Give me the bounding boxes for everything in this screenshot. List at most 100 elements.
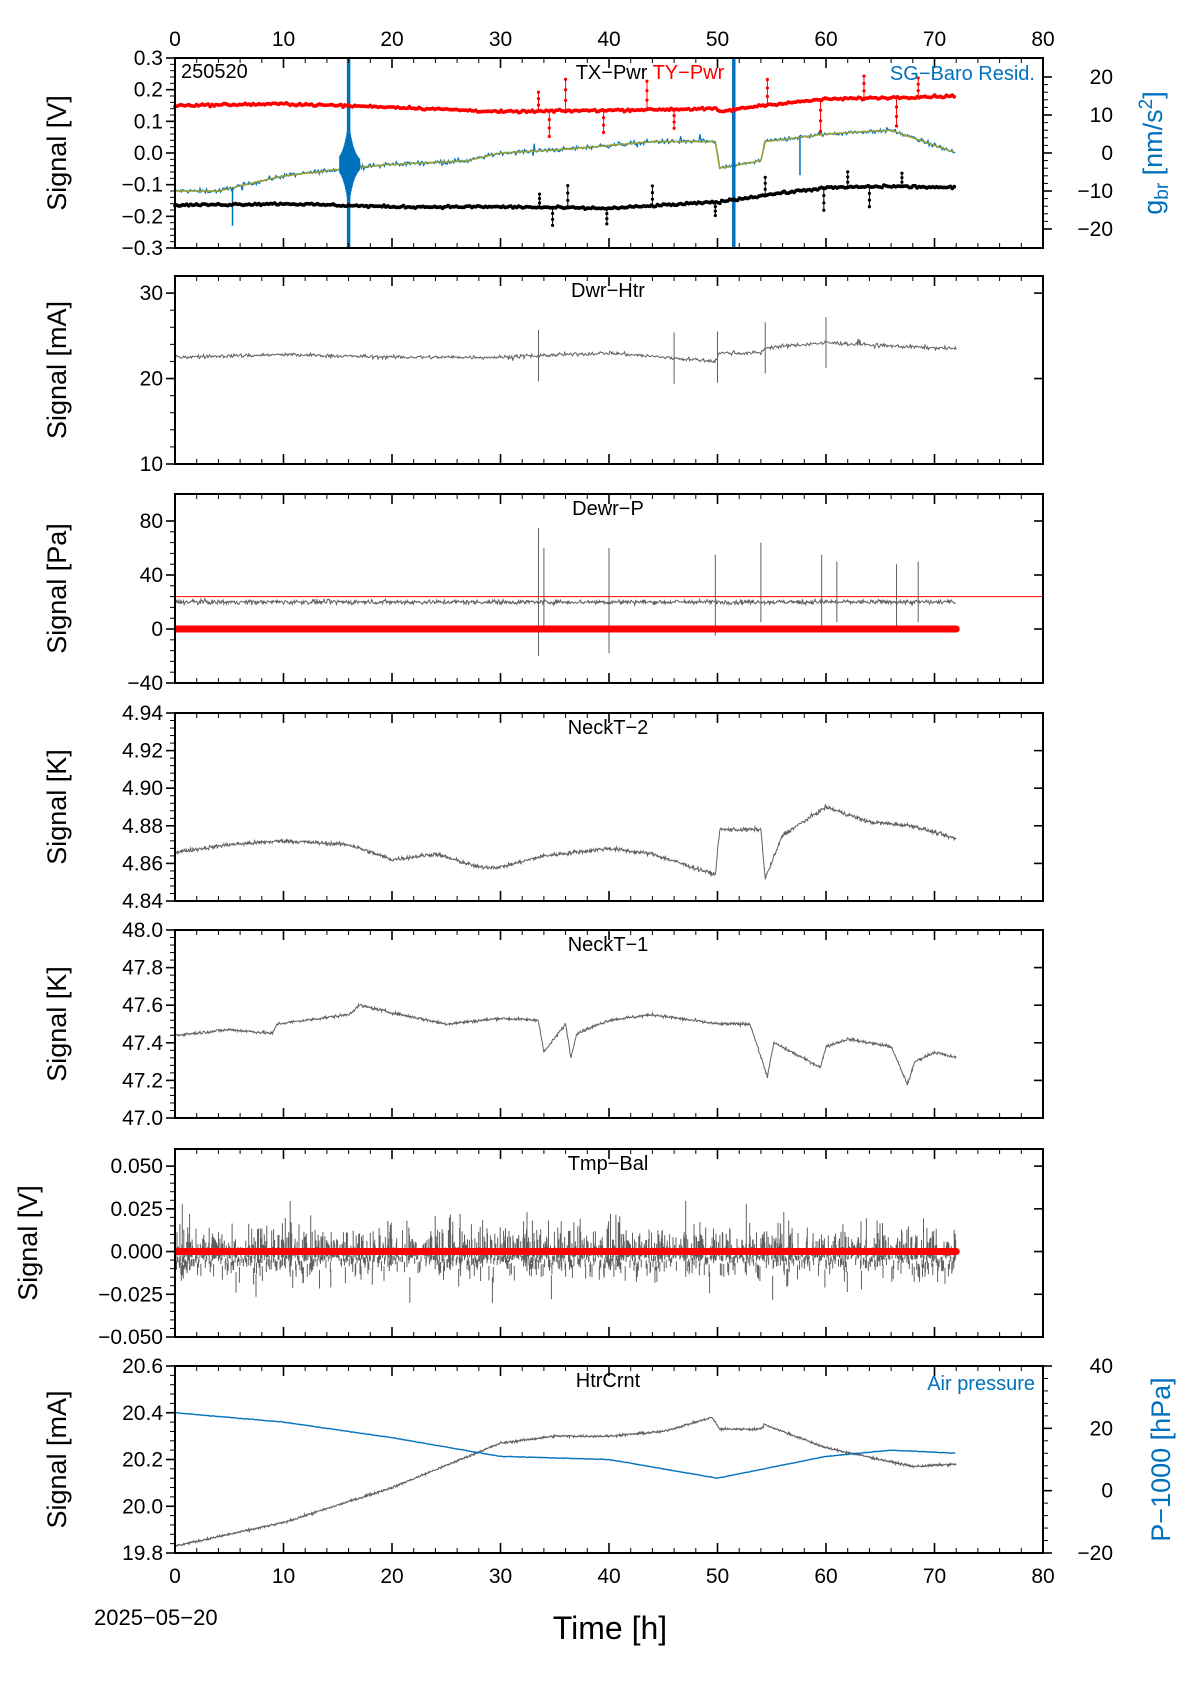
ty-pwr-point — [536, 97, 541, 101]
tx-pwr-point — [713, 200, 717, 204]
tx-pwr-point — [566, 191, 570, 195]
dewr-p-line — [175, 597, 956, 608]
tx-pwr-point — [566, 206, 570, 210]
y-tick-label: 47.8 — [122, 957, 163, 980]
y2-tick-label: 20 — [1090, 1417, 1113, 1440]
ty-pwr-point — [765, 94, 770, 99]
tx-pwr-point — [650, 204, 655, 208]
ty-pwr-point — [601, 108, 606, 112]
tx-pwr-point — [822, 186, 826, 190]
panel-p2-plot-area — [175, 317, 957, 384]
ty-pwr-point — [952, 94, 957, 99]
y-tick-label: 0.0 — [134, 142, 163, 165]
ty-pwr-point — [564, 88, 568, 92]
y-tick-label: 0.000 — [110, 1241, 163, 1264]
air-pressure-line — [175, 1411, 956, 1480]
tx-pwr-point — [718, 201, 722, 206]
ty-pwr-point — [818, 98, 823, 102]
tx-pwr-point — [550, 211, 555, 216]
y-tick-label: 0.3 — [134, 47, 163, 70]
ty-pwr-point — [601, 116, 606, 120]
x-tick-label-bottom: 70 — [923, 1565, 946, 1588]
panel-p7-plot-area — [175, 1411, 957, 1547]
htr-crnt-line — [175, 1416, 957, 1547]
panel-p7-right-title: Air pressure — [927, 1373, 1035, 1395]
x-tick-label-bottom: 50 — [706, 1565, 729, 1588]
y-tick-label: 4.94 — [122, 702, 163, 725]
y-tick-label: 47.4 — [122, 1032, 163, 1055]
dwr-htr-line — [175, 338, 957, 364]
ty-pwr-point — [862, 81, 866, 86]
ty-pwr-point — [672, 126, 676, 130]
y2-tick-label: 40 — [1090, 1355, 1113, 1378]
tx-pwr-point — [605, 217, 609, 221]
ty-pwr-title: TY−Pwr — [653, 62, 725, 84]
y-tick-label: 10 — [140, 453, 163, 476]
ty-pwr-point — [916, 95, 920, 99]
ty-pwr-point — [894, 105, 899, 109]
panel-p5-frame — [174, 929, 1044, 1119]
tx-pwr-point — [900, 180, 904, 184]
ty-pwr-point — [765, 103, 770, 107]
y-tick-label: 20 — [140, 368, 163, 391]
text-layer: −0.3−0.2−0.10.00.10.20.3−20−1001020Signa… — [13, 28, 1176, 1646]
x-axis-label: Time [h] — [553, 1610, 667, 1646]
tx-pwr-point — [846, 175, 850, 179]
x-tick-label-top: 80 — [1031, 28, 1054, 51]
panel-p7-y2label: P−1000 [hPa] — [1146, 1377, 1176, 1541]
x-tick-label-bottom: 0 — [169, 1565, 181, 1588]
ty-pwr-point — [564, 77, 568, 81]
panel-p5-ylabel: Signal [K] — [42, 966, 72, 1082]
tx-pwr-point — [900, 176, 904, 180]
ty-pwr-point — [894, 114, 899, 119]
ty-pwr-point — [818, 129, 823, 133]
ty-pwr-point — [862, 74, 866, 78]
data-layer — [173, 58, 1043, 1547]
tx-pwr-point — [822, 201, 826, 205]
ty-pwr-point — [672, 107, 676, 111]
panel-p1-frame — [174, 57, 1044, 249]
neckt2-line — [175, 804, 957, 881]
y-tick-label: 20.6 — [122, 1355, 163, 1378]
y-tick-label: 40 — [140, 564, 163, 587]
y-tick-label: 20.2 — [122, 1449, 163, 1472]
panel-p6-title: Tmp−Bal — [568, 1153, 649, 1175]
ty-pwr-point — [645, 108, 649, 112]
tx-pwr-point — [900, 171, 904, 175]
panel-p1-tag: 250520 — [181, 61, 248, 83]
tx-pwr-point — [867, 185, 872, 189]
ty-pwr-point — [564, 109, 568, 113]
panel-p3-plot-area — [175, 527, 1043, 656]
y2label-part: ] — [1138, 91, 1168, 99]
x-tick-label-top: 70 — [923, 28, 946, 51]
y-tick-label: −0.1 — [122, 174, 163, 197]
ty-pwr-point — [672, 120, 676, 124]
panel-p3-title: Dewr−P — [572, 498, 644, 520]
x-tick-label-bottom: 10 — [272, 1565, 295, 1588]
ty-pwr-point — [862, 96, 866, 100]
tx-pwr-point — [605, 206, 609, 210]
y-tick-label: 4.86 — [122, 852, 163, 875]
tx-pwr-point — [822, 193, 826, 198]
x-tick-label-top: 10 — [272, 28, 295, 51]
y-tick-label: 47.6 — [122, 994, 163, 1017]
y2-tick-label: 10 — [1090, 104, 1113, 127]
x-tick-label-top: 60 — [814, 28, 837, 51]
tx-pwr-point — [763, 181, 767, 185]
tx-pwr-point — [566, 184, 570, 188]
tx-pwr-point — [537, 205, 542, 210]
ty-pwr-point — [601, 130, 606, 135]
y-tick-label: 20.0 — [122, 1495, 163, 1518]
y-tick-label: −0.025 — [98, 1283, 163, 1306]
tx-pwr-point — [550, 217, 555, 222]
tx-pwr-point — [713, 213, 717, 218]
tx-pwr-point — [713, 209, 717, 213]
x-tick-label-bottom: 40 — [597, 1565, 620, 1588]
neckt1-line — [175, 1002, 957, 1086]
tx-pwr-point — [550, 223, 555, 227]
tx-pwr-point — [763, 193, 767, 197]
ty-pwr-point — [916, 82, 920, 86]
ty-pwr-point — [536, 103, 541, 107]
panel-p2-title: Dwr−Htr — [571, 280, 645, 302]
